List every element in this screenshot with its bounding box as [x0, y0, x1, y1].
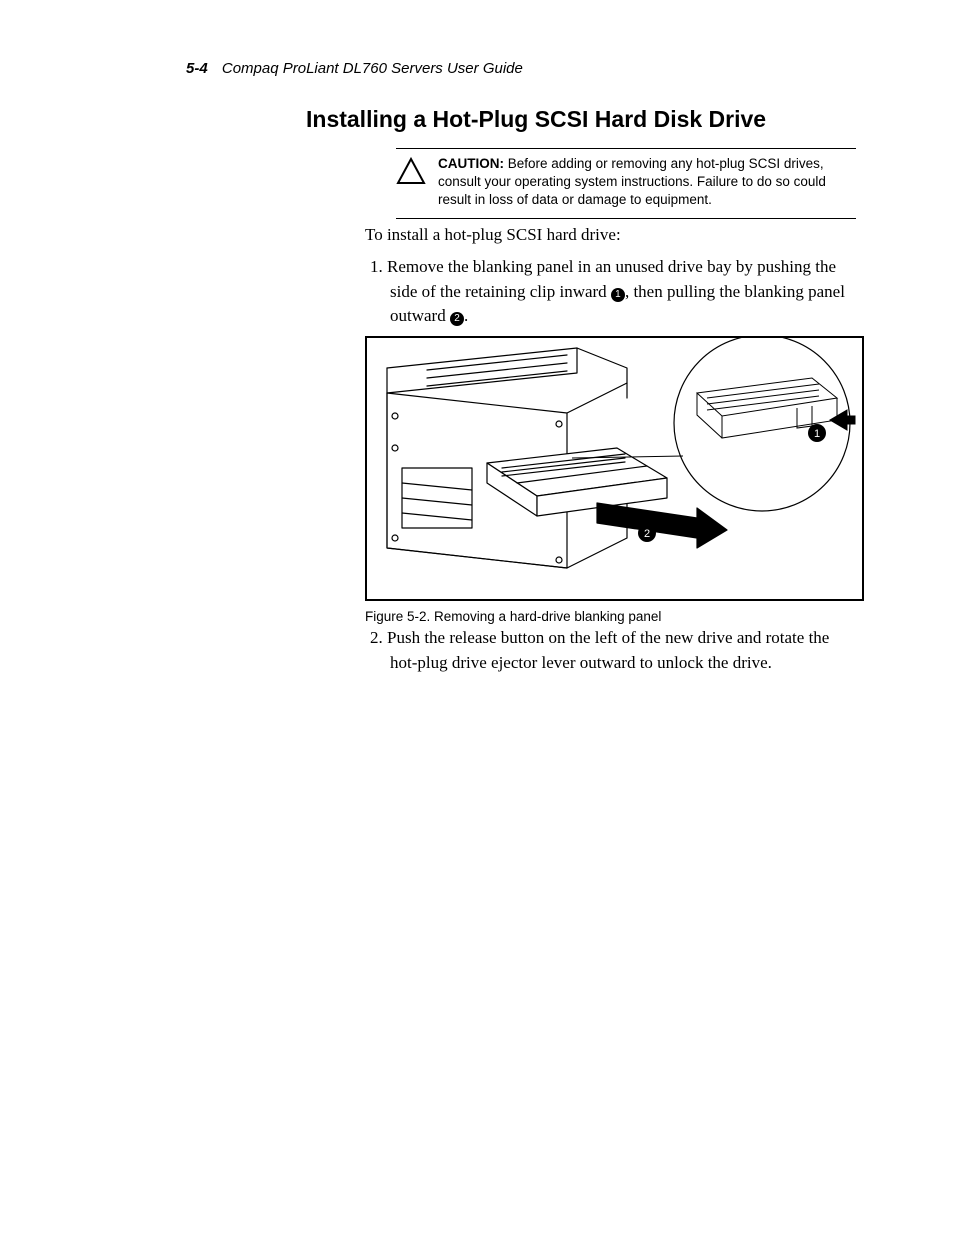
callout-ref-2: 2 — [450, 312, 464, 326]
step-number: 1. — [370, 257, 383, 276]
step-1: 1. Remove the blanking panel in an unuse… — [370, 255, 860, 329]
step-text-c: . — [464, 306, 468, 325]
figure-caption: Figure 5-2. Removing a hard-drive blanki… — [365, 609, 860, 624]
section-heading: Installing a Hot-Plug SCSI Hard Disk Dri… — [306, 106, 766, 133]
caution-triangle-icon — [396, 157, 426, 190]
figure-illustration: 1 2 — [365, 336, 864, 601]
running-header: 5-4 Compaq ProLiant DL760 Servers User G… — [186, 60, 523, 77]
caution-box: CAUTION: Before adding or removing any h… — [396, 148, 856, 219]
page: 5-4 Compaq ProLiant DL760 Servers User G… — [0, 0, 954, 1235]
figure-5-2: 1 2 Figure 5-2. Removing a hard-drive bl… — [365, 336, 860, 624]
callout-ref-1: 1 — [611, 288, 625, 302]
step-number: 2. — [370, 628, 383, 647]
page-number: 5-4 — [186, 60, 208, 77]
intro-text: To install a hot-plug SCSI hard drive: — [365, 225, 621, 245]
step-text: Push the release button on the left of t… — [387, 628, 829, 672]
doc-title: Compaq ProLiant DL760 Servers User Guide — [222, 60, 523, 77]
caution-text: CAUTION: Before adding or removing any h… — [438, 155, 856, 210]
step-2: 2. Push the release button on the left o… — [370, 626, 860, 675]
caution-label: CAUTION: — [438, 156, 504, 171]
callout-1-label: 1 — [814, 428, 820, 440]
callout-2-label: 2 — [644, 528, 650, 540]
